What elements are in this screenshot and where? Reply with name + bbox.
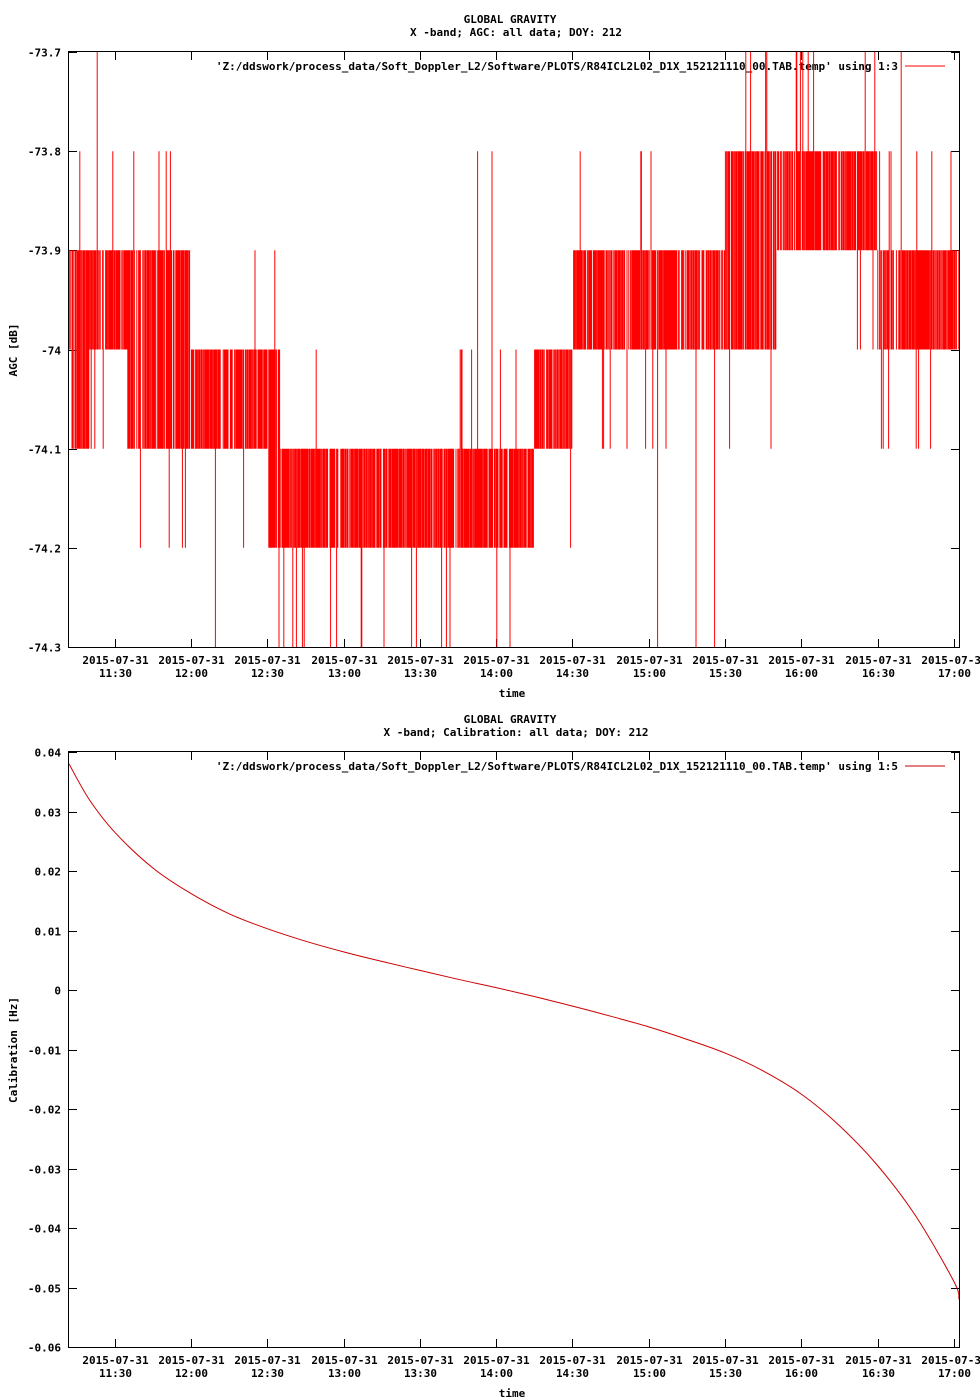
y-tick-label: 0.01	[35, 926, 62, 939]
y-tick-label: -73.9	[28, 245, 61, 258]
y-tick-label: -73.7	[28, 47, 61, 60]
x-tick-time: 17:00	[938, 667, 971, 680]
y-tick-label: 0.04	[35, 747, 62, 760]
calibration-y-ticks: 0.04 0.03 0.02 0.01 0 -0.01 -0.02 -0.03 -0.04 -0.…	[28, 747, 959, 1355]
x-tick-date: 2015-07-31	[311, 654, 378, 667]
x-tick-date: 2015-07-31	[845, 654, 912, 667]
x-tick-time: 12:00	[175, 1367, 208, 1380]
x-tick-date: 2015-07-31	[463, 1354, 530, 1367]
x-tick-time: 17:00	[938, 1367, 971, 1380]
x-tick-date: 2015-07-31	[845, 1354, 912, 1367]
x-tick-time: 13:30	[404, 1367, 437, 1380]
x-tick-date: 2015-07-31	[311, 1354, 378, 1367]
y-tick-label: -74.3	[28, 642, 61, 655]
agc-legend-label: 'Z:/ddswork/process_data/Soft_Doppler_L2…	[216, 60, 898, 73]
calibration-chart-title: GLOBAL GRAVITY	[464, 713, 557, 726]
x-tick-date: 2015-07-31	[463, 654, 530, 667]
y-tick-label: -74.2	[28, 543, 61, 556]
x-tick-time: 14:00	[480, 1367, 513, 1380]
calibration-x-axis-label: time	[499, 1387, 526, 1400]
x-tick-time: 11:30	[99, 667, 132, 680]
agc-series-line	[68, 52, 960, 647]
x-tick-time: 15:30	[709, 667, 742, 680]
y-tick-label: 0.02	[35, 866, 62, 879]
agc-y-axis-label: AGC [dB]	[7, 324, 20, 377]
x-tick-date: 2015-07-31	[616, 1354, 683, 1367]
y-tick-label: -0.01	[28, 1045, 61, 1058]
agc-chart: GLOBAL GRAVITY X -band; AGC: all data; D…	[7, 13, 980, 700]
x-tick-time: 16:30	[862, 667, 895, 680]
x-tick-date: 2015-07-31	[158, 654, 225, 667]
x-tick-time: 11:30	[99, 1367, 132, 1380]
calibration-chart: GLOBAL GRAVITY X -band; Calibration: all…	[7, 713, 980, 1400]
x-tick-time: 15:30	[709, 1367, 742, 1380]
calibration-chart-subtitle: X -band; Calibration: all data; DOY: 212	[384, 726, 649, 739]
agc-plot-frame	[68, 51, 960, 648]
x-tick-time: 13:00	[328, 1367, 361, 1380]
x-tick-time: 14:30	[556, 1367, 589, 1380]
agc-chart-title: GLOBAL GRAVITY	[464, 13, 557, 26]
calibration-plot-frame	[68, 751, 960, 1348]
x-tick-time: 15:00	[633, 1367, 666, 1380]
x-tick-date: 2015-07-31	[539, 654, 606, 667]
calibration-series-line	[68, 763, 960, 1300]
calibration-y-axis-label: Calibration [Hz]	[7, 997, 20, 1103]
x-tick-time: 12:30	[251, 1367, 284, 1380]
x-tick-time: 14:30	[556, 667, 589, 680]
x-tick-date: 2015-07-31	[692, 654, 759, 667]
x-tick-date: 2015-07-31	[387, 1354, 454, 1367]
x-tick-date: 2015-07-31	[692, 1354, 759, 1367]
y-tick-label: -0.02	[28, 1104, 61, 1117]
calibration-x-ticks: 2015-07-3111:302015-07-3112:002015-07-31…	[82, 752, 980, 1380]
y-tick-label: -0.05	[28, 1283, 61, 1296]
x-tick-date: 2015-07-31	[921, 654, 980, 667]
x-tick-time: 12:30	[251, 667, 284, 680]
x-tick-date: 2015-07-31	[768, 1354, 835, 1367]
x-tick-date: 2015-07-31	[387, 654, 454, 667]
agc-x-axis-label: time	[499, 687, 526, 700]
x-tick-time: 12:00	[175, 667, 208, 680]
y-tick-label: -74.1	[28, 444, 61, 457]
agc-x-ticks: 2015-07-3111:302015-07-3112:002015-07-31…	[82, 52, 980, 680]
x-tick-time: 15:00	[633, 667, 666, 680]
x-tick-time: 16:00	[785, 1367, 818, 1380]
y-tick-label: 0	[54, 985, 61, 998]
x-tick-time: 14:00	[480, 667, 513, 680]
x-tick-date: 2015-07-31	[768, 654, 835, 667]
y-tick-label: -0.06	[28, 1342, 61, 1355]
y-tick-label: -74	[41, 345, 61, 358]
x-tick-date: 2015-07-31	[234, 1354, 301, 1367]
calibration-plot-area	[68, 763, 960, 1300]
y-tick-label: -0.04	[28, 1223, 61, 1236]
y-tick-label: 0.03	[35, 807, 62, 820]
x-tick-date: 2015-07-31	[539, 1354, 606, 1367]
x-tick-time: 16:30	[862, 1367, 895, 1380]
agc-plot-area	[68, 52, 960, 647]
y-tick-label: -0.03	[28, 1164, 61, 1177]
x-tick-date: 2015-07-31	[616, 654, 683, 667]
calibration-legend-label: 'Z:/ddswork/process_data/Soft_Doppler_L2…	[216, 760, 898, 773]
x-tick-time: 13:00	[328, 667, 361, 680]
x-tick-date: 2015-07-31	[921, 1354, 980, 1367]
x-tick-date: 2015-07-31	[82, 1354, 149, 1367]
x-tick-date: 2015-07-31	[234, 654, 301, 667]
x-tick-date: 2015-07-31	[82, 654, 149, 667]
x-tick-date: 2015-07-31	[158, 1354, 225, 1367]
x-tick-time: 13:30	[404, 667, 437, 680]
agc-chart-subtitle: X -band; AGC: all data; DOY: 212	[410, 26, 622, 39]
y-tick-label: -73.8	[28, 146, 61, 159]
x-tick-time: 16:00	[785, 667, 818, 680]
